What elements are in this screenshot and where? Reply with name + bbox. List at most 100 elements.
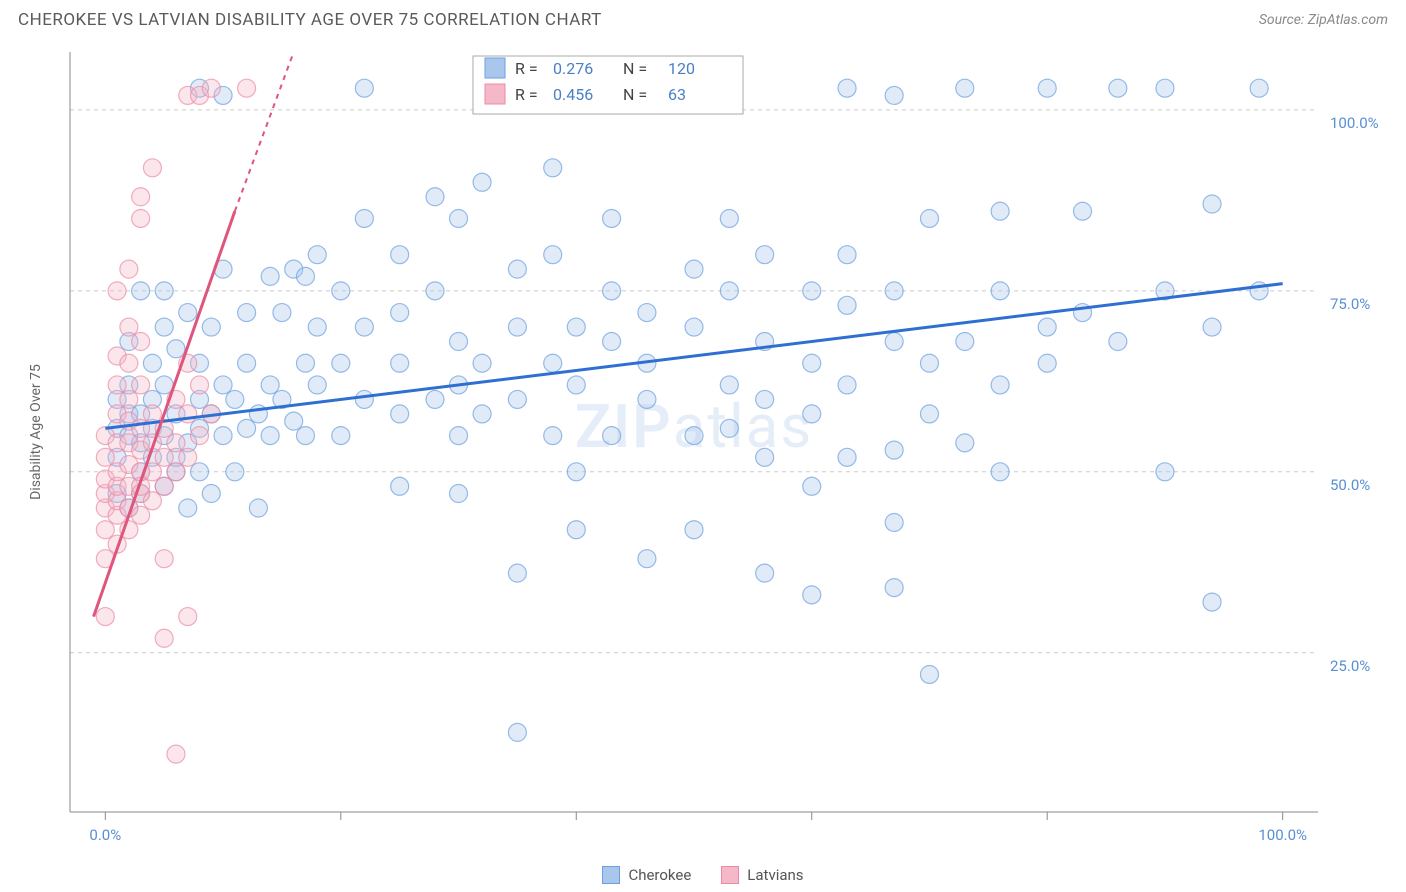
y-axis-label: Disability Age Over 75 bbox=[28, 364, 44, 500]
data-point bbox=[155, 318, 173, 336]
data-point bbox=[226, 463, 244, 481]
data-point bbox=[885, 86, 903, 104]
data-point bbox=[296, 267, 314, 285]
data-point bbox=[720, 282, 738, 300]
data-point bbox=[838, 296, 856, 314]
data-point bbox=[96, 608, 114, 626]
data-point bbox=[1203, 593, 1221, 611]
data-point bbox=[685, 318, 703, 336]
data-point bbox=[638, 550, 656, 568]
data-point bbox=[1109, 79, 1127, 97]
data-point bbox=[120, 260, 138, 278]
data-point bbox=[238, 304, 256, 322]
data-point bbox=[132, 376, 150, 394]
data-point bbox=[685, 521, 703, 539]
data-point bbox=[803, 282, 821, 300]
data-point bbox=[803, 586, 821, 604]
data-point bbox=[202, 79, 220, 97]
data-point bbox=[132, 282, 150, 300]
data-point bbox=[391, 405, 409, 423]
stats-legend-box bbox=[473, 56, 743, 114]
data-point bbox=[155, 550, 173, 568]
data-point bbox=[273, 304, 291, 322]
legend-label: Cherokee bbox=[628, 866, 691, 884]
data-point bbox=[238, 79, 256, 97]
data-point bbox=[450, 333, 468, 351]
data-point bbox=[155, 448, 173, 466]
data-point bbox=[143, 405, 161, 423]
legend-item: Cherokee bbox=[602, 866, 691, 884]
data-point bbox=[508, 260, 526, 278]
data-point bbox=[1109, 333, 1127, 351]
data-point bbox=[567, 463, 585, 481]
data-point bbox=[296, 354, 314, 372]
data-point bbox=[473, 354, 491, 372]
data-point bbox=[120, 390, 138, 408]
data-point bbox=[191, 463, 209, 481]
legend-r-value: 0.276 bbox=[553, 59, 593, 78]
data-point bbox=[308, 246, 326, 264]
data-point bbox=[1074, 202, 1092, 220]
data-point bbox=[685, 260, 703, 278]
legend-n-label: N = bbox=[623, 85, 647, 104]
data-point bbox=[991, 463, 1009, 481]
data-point bbox=[885, 441, 903, 459]
data-point bbox=[567, 521, 585, 539]
data-point bbox=[544, 354, 562, 372]
data-point bbox=[426, 282, 444, 300]
data-point bbox=[261, 427, 279, 445]
data-point bbox=[355, 79, 373, 97]
data-point bbox=[603, 209, 621, 227]
data-point bbox=[202, 485, 220, 503]
data-point bbox=[132, 506, 150, 524]
data-point bbox=[167, 434, 185, 452]
y-tick-label: 50.0% bbox=[1330, 476, 1370, 494]
trend-line-extrapolated bbox=[235, 52, 294, 211]
data-point bbox=[956, 434, 974, 452]
data-point bbox=[508, 318, 526, 336]
data-point bbox=[508, 564, 526, 582]
data-point bbox=[155, 282, 173, 300]
legend-swatch bbox=[485, 58, 505, 78]
data-point bbox=[956, 79, 974, 97]
data-point bbox=[96, 521, 114, 539]
data-point bbox=[179, 608, 197, 626]
data-point bbox=[638, 304, 656, 322]
data-point bbox=[249, 499, 267, 517]
x-tick-label: 0.0% bbox=[89, 826, 121, 844]
correlation-scatter-chart: 25.0%50.0%75.0%100.0%ZIPatlas0.0%100.0%D… bbox=[18, 42, 1388, 852]
data-point bbox=[426, 188, 444, 206]
data-point bbox=[885, 579, 903, 597]
data-point bbox=[920, 405, 938, 423]
data-point bbox=[355, 318, 373, 336]
data-point bbox=[120, 354, 138, 372]
data-point bbox=[179, 448, 197, 466]
data-point bbox=[108, 376, 126, 394]
legend-label: Latvians bbox=[747, 866, 803, 884]
data-point bbox=[285, 412, 303, 430]
data-point bbox=[202, 318, 220, 336]
data-point bbox=[179, 304, 197, 322]
data-point bbox=[544, 159, 562, 177]
data-point bbox=[991, 376, 1009, 394]
y-tick-label: 100.0% bbox=[1330, 114, 1379, 132]
data-point bbox=[756, 390, 774, 408]
data-point bbox=[308, 318, 326, 336]
data-point bbox=[720, 209, 738, 227]
data-point bbox=[96, 448, 114, 466]
data-point bbox=[1156, 463, 1174, 481]
data-point bbox=[885, 282, 903, 300]
data-point bbox=[308, 376, 326, 394]
data-point bbox=[1203, 318, 1221, 336]
data-point bbox=[214, 427, 232, 445]
data-point bbox=[603, 282, 621, 300]
data-point bbox=[143, 492, 161, 510]
data-point bbox=[167, 340, 185, 358]
bottom-legend: Cherokee Latvians bbox=[0, 866, 1406, 884]
data-point bbox=[756, 564, 774, 582]
data-point bbox=[885, 513, 903, 531]
data-point bbox=[991, 202, 1009, 220]
data-point bbox=[332, 282, 350, 300]
data-point bbox=[391, 354, 409, 372]
data-point bbox=[567, 318, 585, 336]
